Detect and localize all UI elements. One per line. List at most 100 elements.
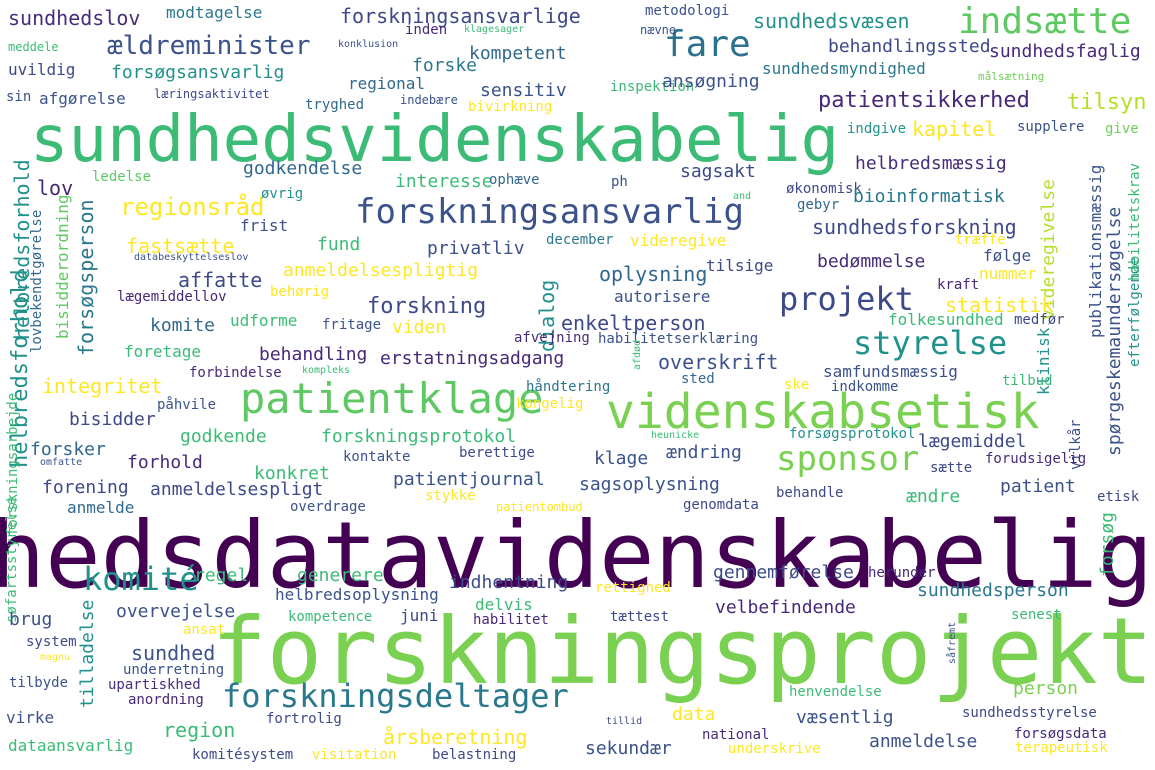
- word-økonomisk: økonomisk: [786, 181, 862, 197]
- word-overskrift: overskrift: [658, 350, 779, 374]
- word-fritage: fritage: [322, 317, 382, 333]
- word-interesse: interesse: [395, 171, 493, 192]
- word-bivirkning: bivirkning: [468, 99, 553, 115]
- word-habilitetserklæring: habilitetserklæring: [598, 331, 759, 347]
- word-lægemiddellov: lægemiddellov: [117, 289, 227, 305]
- word-databeskyttelseslov: databeskyttelseslov: [134, 252, 249, 263]
- word-lov: lov: [37, 176, 74, 200]
- word-autorisere: autorisere: [614, 287, 711, 306]
- word-tilladelse: tilladelse: [77, 599, 98, 708]
- word-målsætning: målsætning: [978, 70, 1045, 83]
- word-overdrage: overdrage: [290, 499, 366, 515]
- word-affatte: affatte: [178, 268, 263, 292]
- word-videregive: videregive: [630, 231, 727, 250]
- word-forskningsprojekt: forskningsprojekt: [211, 598, 1153, 705]
- word-berettige: berettige: [459, 445, 535, 461]
- word-brug: brug: [9, 609, 53, 630]
- word-ældreminister: ældreminister: [107, 31, 311, 61]
- word-etisk: etisk: [1097, 489, 1140, 505]
- word-indebære: indebære: [400, 93, 458, 107]
- word-forskningsdeltager: forskningsdeltager: [222, 677, 569, 715]
- word-anmelde: anmelde: [67, 498, 135, 517]
- word-privatliv: privatliv: [427, 238, 525, 259]
- word-behørig: behørig: [270, 284, 330, 300]
- word-erstatningsadgang: erstatningsadgang: [380, 348, 565, 369]
- word-klage: klage: [594, 448, 649, 469]
- word-regional: regional: [348, 74, 426, 93]
- word-indsætte: indsætte: [958, 1, 1132, 42]
- word-sponsor: sponsor: [776, 439, 920, 479]
- word-omfatte: omfatte: [40, 457, 83, 468]
- word-sundhedsvæsen: sundhedsvæsen: [753, 9, 910, 33]
- word-komit-: komité: [83, 560, 199, 598]
- word-komit-system: komitésystem: [192, 747, 294, 763]
- word-fare: fare: [664, 24, 751, 65]
- word-sagsakt: sagsakt: [680, 161, 756, 182]
- word-konklusion: konklusion: [338, 39, 399, 50]
- word-kompetent: kompetent: [469, 43, 567, 64]
- word-statistik: statistik: [945, 293, 1054, 317]
- word-læringsaktivitet: læringsaktivitet: [154, 87, 270, 101]
- word-foretage: foretage: [124, 342, 202, 361]
- word-tilbud: tilbud: [1002, 373, 1053, 389]
- word-belastning: belastning: [432, 747, 517, 763]
- word-afvejning: afvejning: [514, 330, 590, 346]
- word-behandling: behandling: [259, 344, 368, 365]
- word-upartiskhed: upartiskhed: [108, 677, 201, 693]
- word-sted: sted: [681, 371, 715, 387]
- word-godkende: godkende: [180, 426, 267, 447]
- word-sagsoplysning: sagsoplysning: [579, 474, 720, 495]
- word-samfundsmæssig: samfundsmæssig: [823, 362, 958, 381]
- word-underretning: underretning: [123, 662, 225, 678]
- word-visitation: visitation: [312, 747, 397, 763]
- word-overvejelse: overvejelse: [116, 601, 236, 622]
- word-patientklage: patientklage: [240, 374, 544, 423]
- word-helbredsmæssig: helbredsmæssig: [855, 153, 1007, 174]
- word-bisidder: bisidder: [69, 409, 156, 430]
- word-medfør: medfør: [1014, 312, 1065, 328]
- word-frist: frist: [240, 216, 289, 235]
- word-gebyr: gebyr: [797, 197, 840, 213]
- word-delvis: delvis: [475, 595, 533, 614]
- word-uvildig: uvildig: [8, 60, 76, 79]
- word-håndtering: håndtering: [526, 379, 611, 395]
- word-anordning: anordning: [128, 692, 204, 708]
- word-forbindelse: forbindelse: [189, 365, 282, 381]
- word-magnu: magnu: [40, 652, 71, 663]
- word-forudsigelig: forudsigelig: [985, 451, 1087, 467]
- word-udforme: udforme: [230, 311, 298, 330]
- word-underskrive: underskrive: [728, 741, 821, 757]
- word-patientjournal: patientjournal: [393, 469, 545, 490]
- word-sundhedsmyndighed: sundhedsmyndighed: [762, 59, 926, 78]
- word-nummer: nummer: [979, 264, 1037, 283]
- word-kompetence: kompetence: [288, 609, 373, 625]
- word-tryghed: tryghed: [305, 97, 365, 113]
- word-sin: sin: [6, 89, 32, 105]
- word-supplere: supplere: [1017, 119, 1085, 135]
- word-herunder: herunder: [868, 565, 936, 581]
- word-ændre: ændre: [906, 486, 961, 507]
- word-styrelse: styrelse: [853, 324, 1008, 362]
- word-virke: virke: [6, 708, 55, 727]
- word-habilitetskrav: habilitetskrav: [1127, 162, 1143, 281]
- word-indhentning: indhentning: [449, 572, 569, 593]
- word-stykke: stykke: [425, 488, 476, 504]
- word-system: system: [26, 634, 77, 650]
- word-søfartsstyrelse: søfartsstyrelse: [4, 496, 20, 623]
- word-forske: forske: [412, 55, 478, 76]
- word-and: and: [733, 191, 752, 202]
- word-oplysning: oplysning: [599, 262, 708, 286]
- word-tilbyde: tilbyde: [9, 675, 69, 691]
- word-helbredsoplysning: helbredsoplysning: [275, 585, 439, 604]
- word-gennemførelse: gennemførelse: [713, 562, 854, 583]
- word-generere: generere: [297, 565, 384, 586]
- word-sundhedslov: sundhedslov: [8, 6, 141, 30]
- word-tilsyn: tilsyn: [1067, 90, 1147, 115]
- word-forsker: forsker: [30, 439, 106, 460]
- word-habilitet: habilitet: [473, 612, 549, 628]
- word-forhold: forhold: [127, 452, 203, 473]
- word-væsentlig: væsentlig: [796, 707, 894, 728]
- word-sundhedsforskning: sundhedsforskning: [812, 215, 1017, 239]
- word-afdød: afdød: [632, 339, 643, 370]
